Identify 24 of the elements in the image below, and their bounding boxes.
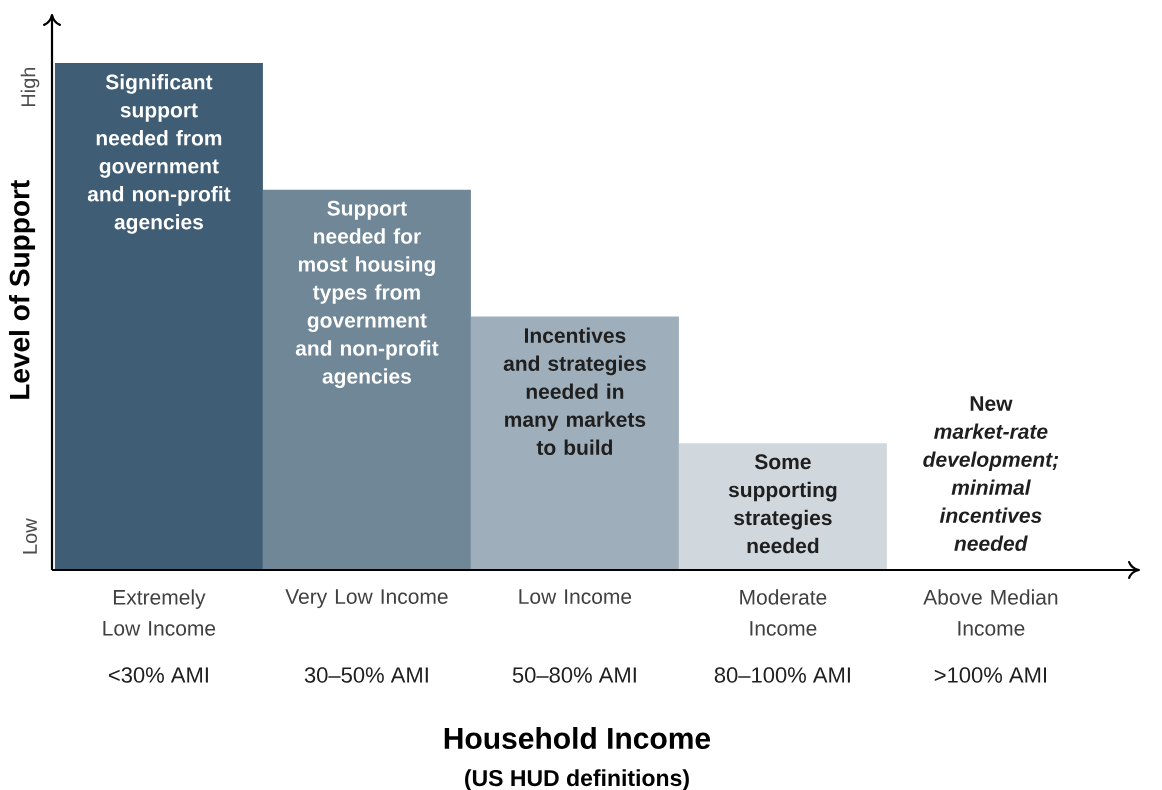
text: (US HUD definitions) <box>465 769 689 790</box>
bar <box>54 62 263 570</box>
text: High <box>20 67 40 107</box>
x-tick-label: Low Income <box>519 589 632 604</box>
y-axis-title: Level of Support <box>8 180 36 399</box>
bar <box>678 443 887 570</box>
annotation: Significant support needed from government and non-profit agencies <box>87 74 231 234</box>
bar <box>470 316 679 570</box>
bar <box>262 189 471 570</box>
x-tick-label: Very Low Income <box>285 589 448 609</box>
text: <30% AMI <box>108 667 208 683</box>
annotation: Incentives and strategies needed in many markets to build <box>503 327 646 455</box>
text: 50–80% AMI <box>512 667 636 683</box>
text: Low <box>23 518 37 554</box>
text: >100% AMI <box>934 667 1047 683</box>
annotation: New market-rate development; minimal incentives needed <box>923 396 1059 551</box>
x-tick-label: Above Median Income <box>923 589 1058 636</box>
annotation: Some supporting strategies needed <box>728 454 837 554</box>
text: 30–50% AMI <box>304 667 428 683</box>
annotation: Support needed for most housing types from government and non-profit agencies <box>295 200 439 388</box>
text: 80–100% AMI <box>714 667 850 683</box>
x-tick-label: Moderate Income <box>740 589 827 636</box>
x-tick-label: Extremely Low Income <box>103 589 216 636</box>
x-axis-title: Household Income <box>444 726 711 749</box>
